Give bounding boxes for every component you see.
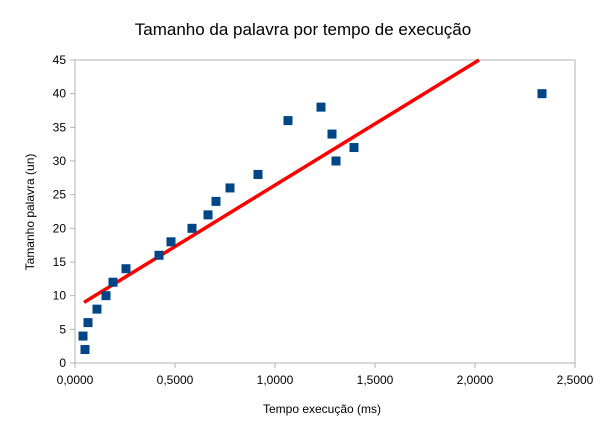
data-point [327, 129, 337, 139]
plot-area: 0 5 10 15 20 25 30 35 40 45 0,0000 0,5000 1,0000 1,50… [53, 53, 594, 387]
data-point [83, 318, 93, 328]
data-point [203, 210, 213, 220]
data-point [187, 223, 197, 233]
x-axis-label: Tempo execução (ms) [263, 402, 381, 416]
x-tick-label: 0,0000 [57, 373, 94, 387]
data-point [349, 143, 359, 153]
x-tick-label: 2,0000 [457, 373, 494, 387]
data-point [92, 304, 102, 314]
x-tick-label: 1,0000 [257, 373, 294, 387]
y-tick-label: 5 [59, 322, 66, 336]
data-point [80, 345, 90, 355]
x-tick-label: 0,5000 [157, 373, 194, 387]
y-tick-label: 35 [53, 120, 67, 134]
y-tick-label: 30 [53, 154, 67, 168]
data-point [166, 237, 176, 247]
trend-line [83, 58, 480, 304]
data-point [283, 116, 293, 126]
y-tick-label: 0 [59, 356, 66, 370]
data-point [108, 277, 118, 287]
data-point [78, 331, 88, 341]
plot-frame [74, 59, 576, 364]
data-point [121, 264, 131, 274]
data-point [211, 196, 221, 206]
data-point [331, 156, 341, 166]
y-tick-label: 25 [53, 188, 67, 202]
data-point [225, 183, 235, 193]
x-tick-label: 2,5000 [557, 373, 594, 387]
data-point [316, 102, 326, 112]
y-tick-label: 20 [53, 221, 67, 235]
x-tick-label: 1,5000 [357, 373, 394, 387]
y-tick-label: 40 [53, 87, 67, 101]
y-tick-label: 10 [53, 289, 67, 303]
data-point [154, 250, 164, 260]
data-point [537, 89, 547, 99]
chart-title: Tamanho da palavra por tempo de execução [135, 20, 471, 39]
y-tick-label: 45 [53, 53, 67, 67]
data-point [101, 291, 111, 301]
data-point [253, 169, 263, 179]
y-tick-label: 15 [53, 255, 67, 269]
y-axis-label: Tamanho palavra (un) [23, 154, 37, 271]
